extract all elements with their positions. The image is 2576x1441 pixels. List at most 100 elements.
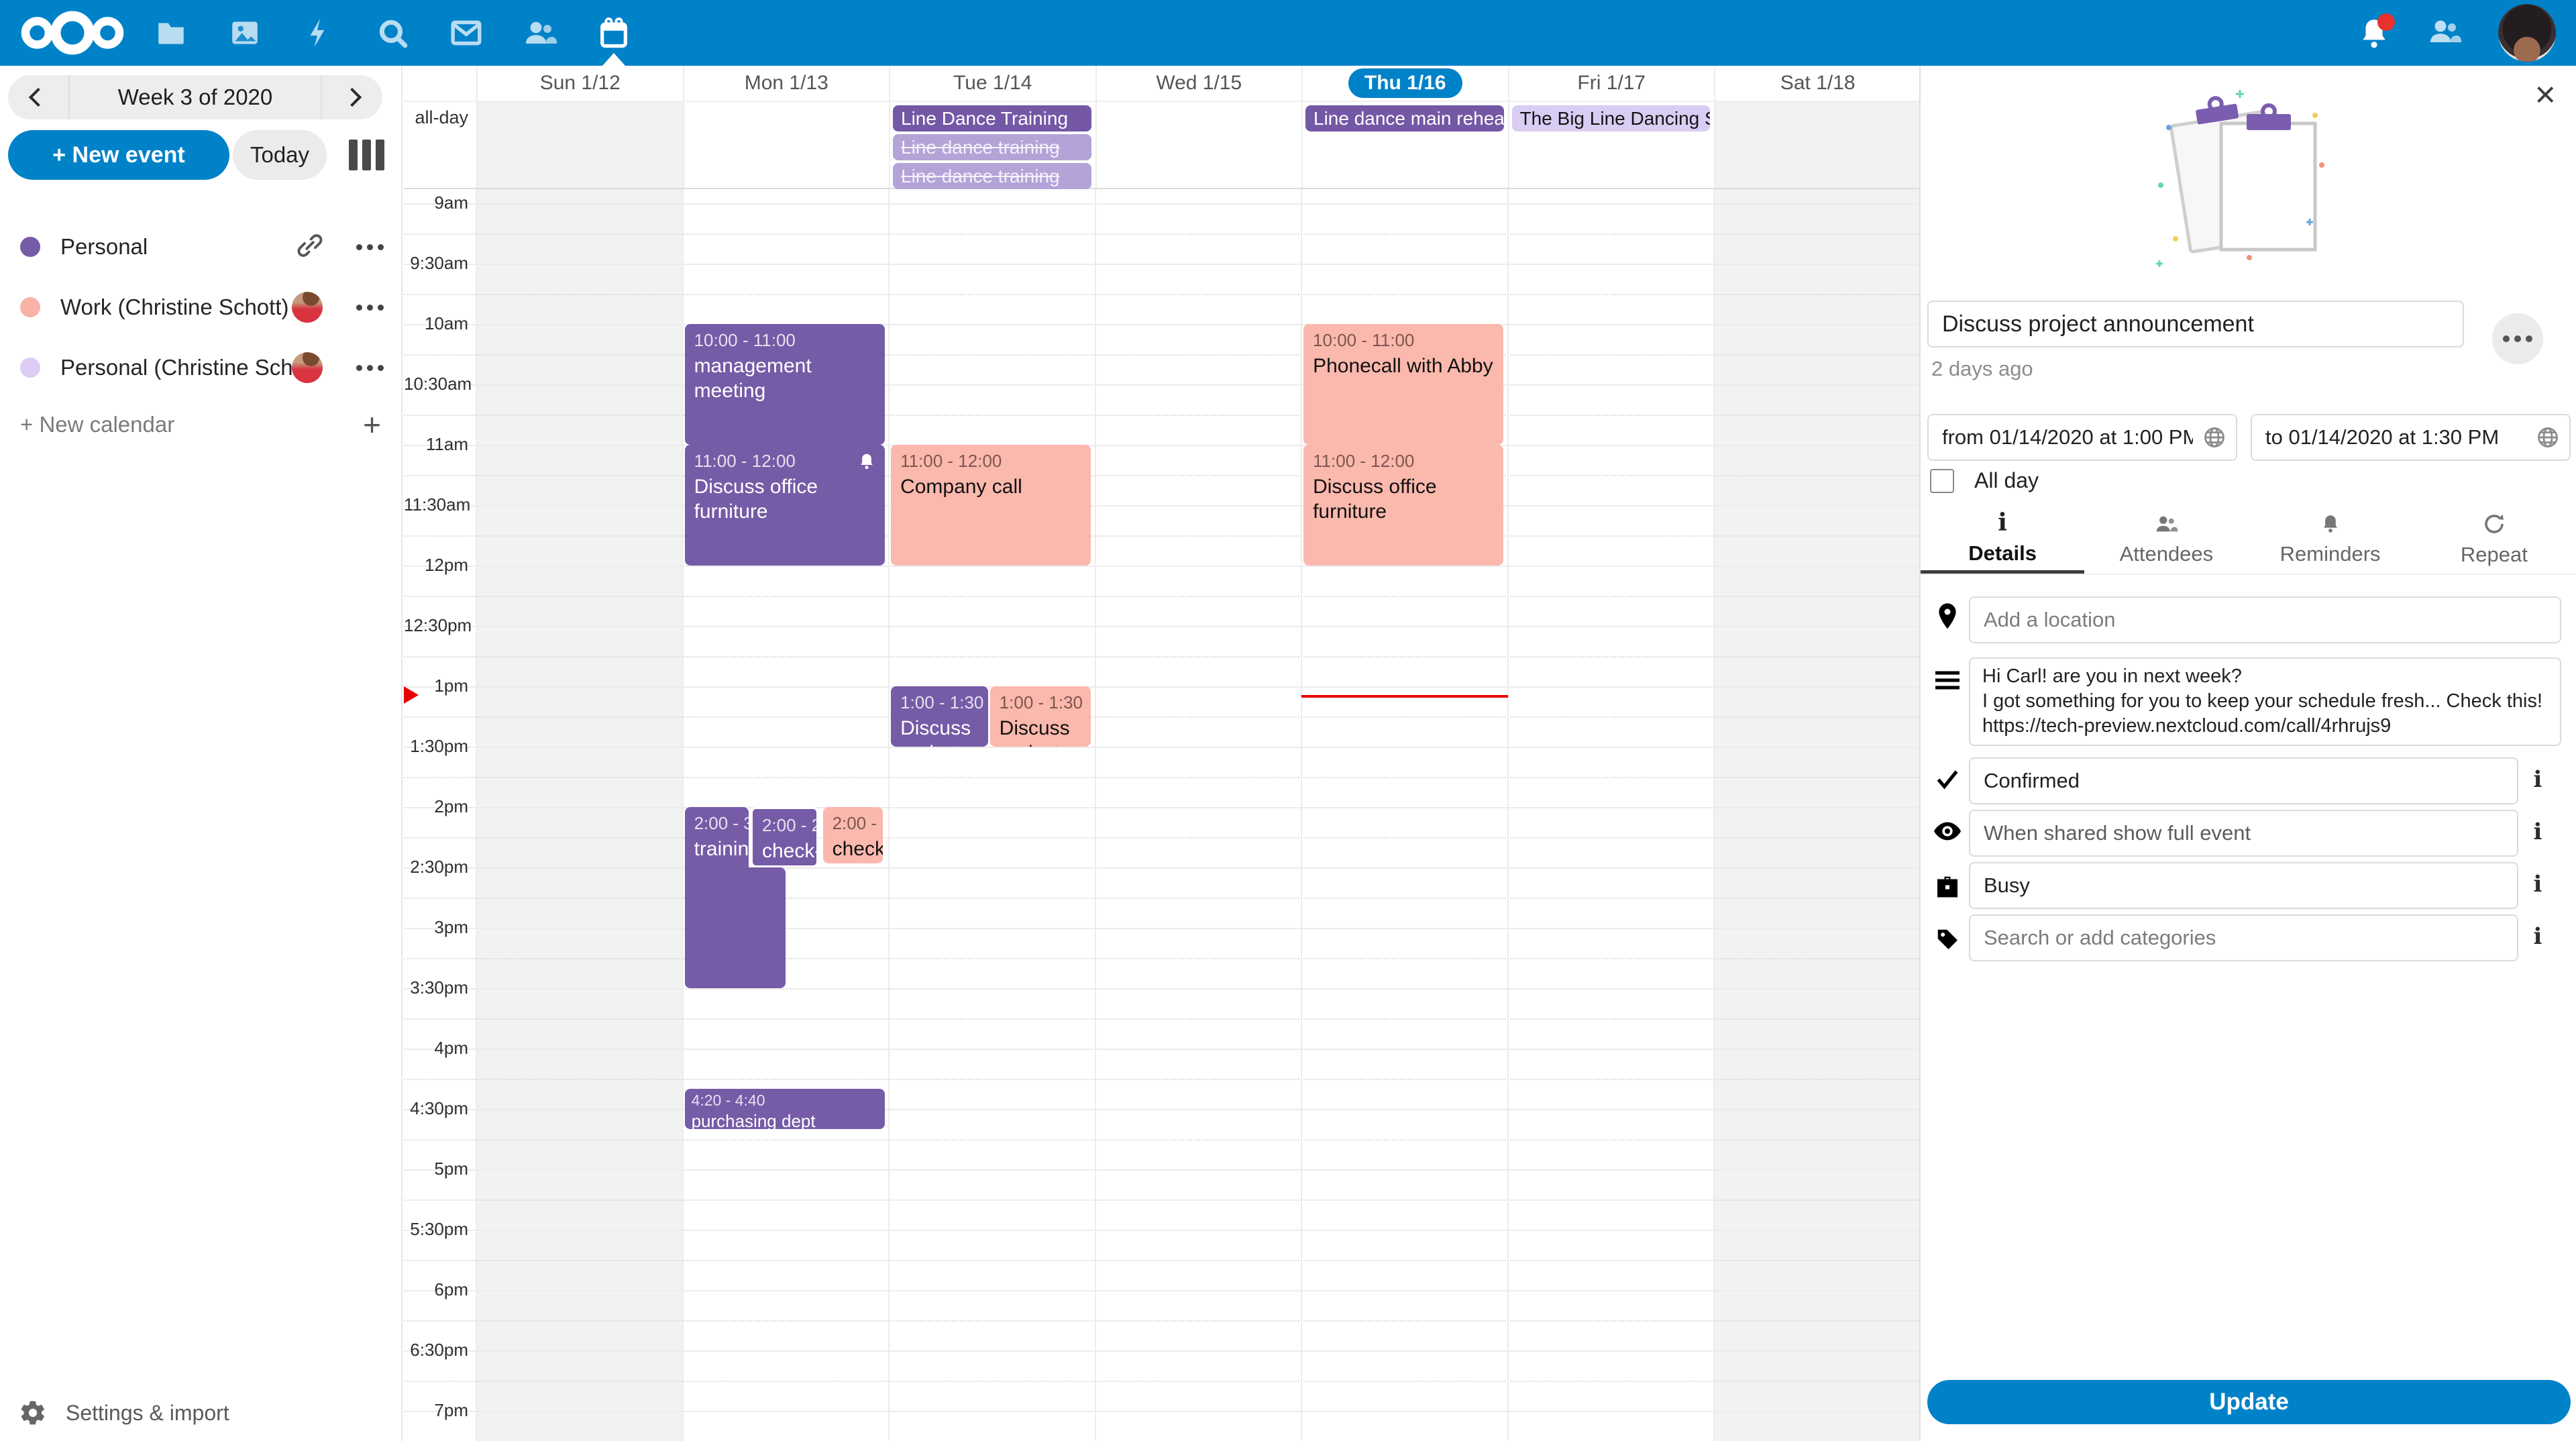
time-axis-label: 6pm (434, 1279, 468, 1299)
tab-reminders[interactable]: Reminders (2249, 505, 2412, 574)
all-day-event[interactable]: Line dance main rehearsal (1305, 105, 1504, 131)
tab-attendees[interactable]: Attendees (2084, 505, 2248, 574)
quarter-gridline (404, 1199, 1919, 1201)
calendar-actions-menu-icon[interactable] (356, 364, 384, 371)
today-button[interactable]: Today (233, 130, 327, 180)
event-block[interactable]: 11:00 - 12:00 Discuss office furniture (1303, 445, 1504, 566)
day-header-cell[interactable]: Mon 1/13 (682, 66, 890, 101)
calendar-list-item[interactable]: Work (Christine Schott) (0, 277, 401, 337)
start-datetime-input[interactable] (1927, 414, 2237, 461)
event-block[interactable]: 2:00 - 2:30 check-in (750, 807, 819, 867)
visibility-select[interactable] (1969, 810, 2518, 857)
all-day-cell[interactable] (889, 102, 1095, 188)
location-input[interactable] (1969, 596, 2561, 643)
timezone-globe-icon[interactable] (2202, 425, 2226, 449)
hour-gridline (404, 1290, 1919, 1291)
time-axis-label: 1pm (434, 676, 468, 696)
all-day-event[interactable]: Line dance training (893, 134, 1091, 160)
all-day-event[interactable]: Line Dance Training (893, 105, 1091, 131)
new-calendar-button[interactable]: + New calendar + (0, 398, 401, 451)
event-title-input[interactable] (1927, 301, 2464, 348)
event-block[interactable]: 4:20 - 4:40 purchasing dept (684, 1089, 885, 1129)
settings-import-button[interactable]: Settings & import (19, 1393, 229, 1433)
view-toggle-icon[interactable] (349, 140, 384, 170)
calendar-list-item[interactable]: Personal (0, 217, 401, 277)
status-select[interactable] (1969, 757, 2518, 804)
end-datetime-input[interactable] (2251, 414, 2571, 461)
all-day-event[interactable]: The Big Line Dancing Show (1511, 105, 1710, 131)
event-block[interactable]: 11:00 - 12:00 Discuss office furniture (684, 445, 885, 566)
previous-week-button[interactable] (8, 75, 70, 119)
files-app-icon[interactable] (134, 0, 208, 66)
photos-app-icon[interactable] (208, 0, 282, 66)
availability-info-icon[interactable]: i (2533, 871, 2542, 898)
visibility-info-icon[interactable]: i (2533, 818, 2542, 845)
calendar-app-icon[interactable] (577, 0, 651, 66)
search-app-icon[interactable] (356, 0, 429, 66)
user-avatar[interactable] (2498, 4, 2556, 62)
all-day-cell[interactable] (682, 102, 890, 188)
all-day-cell[interactable] (476, 102, 683, 188)
hour-gridline (404, 1169, 1919, 1171)
app-switcher (134, 0, 651, 66)
notifications-bell-icon[interactable] (2357, 13, 2395, 50)
mail-app-icon[interactable] (429, 0, 503, 66)
all-day-cell[interactable] (1301, 102, 1508, 188)
quarter-gridline (404, 354, 1919, 356)
timezone-globe-icon[interactable] (2536, 425, 2560, 449)
week-label[interactable]: Week 3 of 2020 (117, 85, 273, 109)
calendar-actions-menu-icon[interactable] (356, 304, 384, 311)
event-time: 11:00 - 12:00 (900, 451, 1002, 471)
contacts-app-icon[interactable] (503, 0, 577, 66)
time-axis-label: 10am (424, 313, 468, 333)
all-day-cell[interactable] (1507, 102, 1715, 188)
update-button[interactable]: Update (1927, 1380, 2571, 1424)
day-header-cell[interactable]: Sat 1/18 (1714, 66, 1921, 101)
calendar-actions-menu-icon[interactable] (356, 244, 384, 250)
status-info-icon[interactable]: i (2533, 766, 2542, 793)
event-block[interactable]: 10:00 - 11:00 management meeting (684, 324, 885, 445)
more-actions-button[interactable] (2492, 313, 2543, 364)
activity-app-icon[interactable] (282, 0, 356, 66)
calendar-sidebar: Week 3 of 2020 + New event Today Persona… (0, 66, 402, 1441)
event-block[interactable]: 2:00 - 2:30 check-in (822, 807, 883, 863)
all-day-event[interactable]: Line dance training (893, 163, 1091, 189)
calendar-color-dot (20, 237, 40, 257)
day-header-cell[interactable]: Wed 1/15 (1095, 66, 1302, 101)
close-icon[interactable]: × (2534, 74, 2556, 115)
time-axis-label: 2pm (434, 796, 468, 816)
new-event-button[interactable]: + New event (8, 130, 229, 180)
day-header-cell[interactable]: Sun 1/12 (476, 66, 683, 101)
event-title: Discuss project announcement (900, 716, 971, 747)
event-block[interactable]: 2:00 - 3:30 training (684, 807, 749, 988)
all-day-cell[interactable] (1714, 102, 1921, 188)
description-textarea[interactable] (1969, 657, 2561, 746)
event-title: purchasing dept (691, 1110, 816, 1129)
calendar-list-item[interactable]: Personal (Christine Scho… (0, 337, 401, 398)
tab-repeat[interactable]: Repeat (2412, 505, 2576, 574)
nextcloud-logo[interactable] (19, 9, 126, 56)
day-header-cell[interactable]: Thu 1/16 (1301, 66, 1508, 101)
all-day-checkbox-label[interactable]: All day (1974, 468, 2039, 492)
day-header-label: Mon 1/13 (744, 72, 828, 94)
end-datetime-field (2251, 414, 2571, 461)
categories-input[interactable] (1969, 914, 2518, 961)
event-block[interactable]: 11:00 - 12:00 Company call (891, 445, 1091, 566)
tab-details[interactable]: i Details (1921, 505, 2085, 574)
event-block[interactable]: 1:00 - 1:30 Discuss project (989, 686, 1091, 747)
next-week-button[interactable] (321, 75, 382, 119)
hour-gridline (404, 928, 1919, 929)
event-block[interactable]: 1:00 - 1:30 Discuss project announcement (891, 686, 988, 747)
all-day-checkbox[interactable] (1930, 468, 1954, 493)
categories-info-icon[interactable]: i (2533, 923, 2542, 950)
day-header-cell[interactable]: Fri 1/17 (1507, 66, 1715, 101)
quarter-gridline (404, 475, 1919, 476)
share-link-icon[interactable] (297, 233, 323, 262)
event-block[interactable]: 10:00 - 11:00 Phonecall with Abby (1303, 324, 1504, 445)
all-day-cell[interactable] (1095, 102, 1302, 188)
availability-select[interactable] (1969, 862, 2518, 909)
day-header-cell[interactable]: Tue 1/14 (889, 66, 1095, 101)
contacts-menu-icon[interactable] (2427, 14, 2462, 52)
day-column-border (1301, 189, 1302, 1441)
time-grid[interactable]: 9am 9:30am 10am 10:30am 11am 11:30am 12pm 12:30… (404, 189, 1919, 1441)
